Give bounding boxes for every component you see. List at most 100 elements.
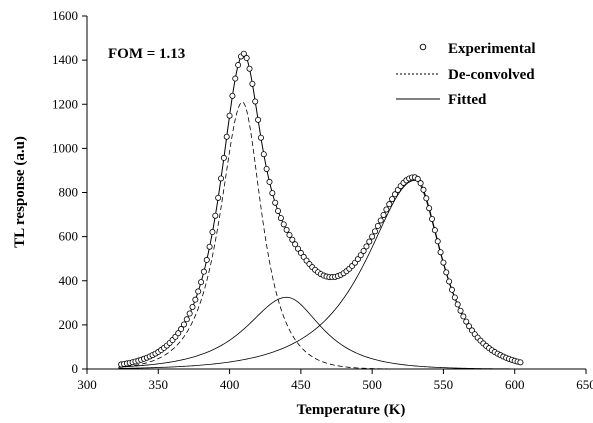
experimental-point	[280, 221, 287, 228]
experimental-markers	[118, 50, 524, 368]
experimental-point	[283, 226, 290, 233]
experimental-point	[220, 154, 227, 161]
y-tick-label: 800	[59, 185, 79, 200]
experimental-point	[235, 62, 242, 69]
experimental-point	[277, 215, 284, 222]
experimental-point	[195, 288, 202, 295]
experimental-point	[289, 236, 296, 243]
x-tick-label: 600	[505, 377, 525, 392]
experimental-point	[366, 238, 373, 245]
x-tick-label: 300	[77, 377, 97, 392]
experimental-point	[209, 229, 216, 236]
experimental-point	[454, 301, 461, 308]
x-tick-label: 500	[362, 377, 382, 392]
experimental-point	[178, 326, 185, 333]
experimental-point	[212, 212, 219, 219]
experimental-point	[446, 278, 453, 285]
experimental-point	[371, 228, 378, 235]
experimental-point	[286, 231, 293, 238]
experimental-point	[292, 241, 299, 248]
legend-label-deconvolved: De-convolved	[448, 67, 535, 83]
experimental-point	[354, 256, 361, 263]
experimental-point	[243, 55, 250, 62]
experimental-point	[223, 133, 230, 140]
experimental-point	[431, 227, 438, 234]
experimental-point	[380, 211, 387, 218]
experimental-point	[206, 243, 213, 250]
experimental-point	[240, 50, 247, 57]
experimental-point	[391, 191, 398, 198]
experimental-point	[192, 296, 199, 303]
experimental-point	[203, 256, 210, 263]
experimental-point	[437, 249, 444, 256]
experimental-point	[420, 186, 427, 193]
experimental-point	[180, 321, 187, 328]
y-tick-label: 1400	[52, 52, 78, 67]
experimental-point	[423, 195, 430, 202]
experimental-point	[252, 98, 259, 105]
x-tick-label: 550	[434, 377, 454, 392]
experimental-point	[260, 151, 267, 158]
experimental-point	[255, 116, 262, 123]
experimental-point	[272, 199, 279, 206]
experimental-point	[215, 194, 222, 201]
experimental-point	[175, 330, 182, 337]
y-axis-title: TL response (a.u)	[12, 136, 28, 248]
deconvolved-peak-2	[118, 296, 524, 370]
experimental-point	[249, 80, 256, 87]
experimental-point	[448, 286, 455, 293]
legend-marker-experimental	[419, 43, 427, 51]
x-tick-label: 400	[220, 377, 240, 392]
experimental-point	[383, 206, 390, 213]
experimental-point	[363, 243, 370, 250]
legend: Experimental De-convolved Fitted	[396, 41, 536, 108]
experimental-point	[295, 245, 302, 252]
experimental-point	[357, 252, 364, 259]
experimental-point	[226, 112, 233, 119]
legend-label-experimental: Experimental	[448, 41, 536, 57]
y-tick-label: 600	[59, 229, 79, 244]
experimental-point	[374, 222, 381, 229]
fom-annotation: FOM = 1.13	[108, 46, 185, 62]
y-tick-label: 200	[59, 317, 79, 332]
y-tick-label: 1000	[52, 140, 78, 155]
x-tick-label: 350	[149, 377, 169, 392]
experimental-point	[463, 318, 470, 325]
experimental-point	[440, 259, 447, 266]
y-tick-label: 0	[72, 361, 79, 376]
axes: 300 350 400 450 500 550 600 650 0 200 400 600 800 100…	[52, 8, 593, 392]
experimental-point	[266, 178, 273, 185]
experimental-point	[451, 294, 458, 301]
experimental-point	[198, 279, 205, 286]
y-tick-label: 1200	[52, 96, 78, 111]
experimental-point	[434, 238, 441, 245]
experimental-point	[517, 359, 524, 366]
experimental-point	[275, 207, 282, 214]
x-tick-label: 450	[291, 377, 311, 392]
experimental-point	[426, 205, 433, 212]
experimental-point	[200, 268, 207, 275]
experimental-point	[466, 323, 473, 330]
experimental-point	[360, 247, 367, 254]
x-axis-title: Temperature (K)	[297, 402, 406, 418]
experimental-point	[183, 316, 190, 323]
experimental-point	[229, 92, 236, 99]
experimental-point	[414, 175, 421, 182]
x-tick-label: 650	[576, 377, 593, 392]
experimental-point	[218, 175, 225, 182]
experimental-point	[429, 215, 436, 222]
experimental-point	[297, 249, 304, 256]
y-tick-label: 400	[59, 273, 79, 288]
experimental-point	[232, 75, 239, 82]
experimental-point	[269, 190, 276, 197]
experimental-point	[443, 269, 450, 276]
experimental-point	[263, 165, 270, 172]
experimental-point	[257, 134, 264, 141]
experimental-point	[186, 310, 193, 317]
experimental-point	[386, 201, 393, 208]
experimental-point	[389, 196, 396, 203]
experimental-point	[460, 313, 467, 320]
legend-label-fitted: Fitted	[448, 92, 487, 108]
